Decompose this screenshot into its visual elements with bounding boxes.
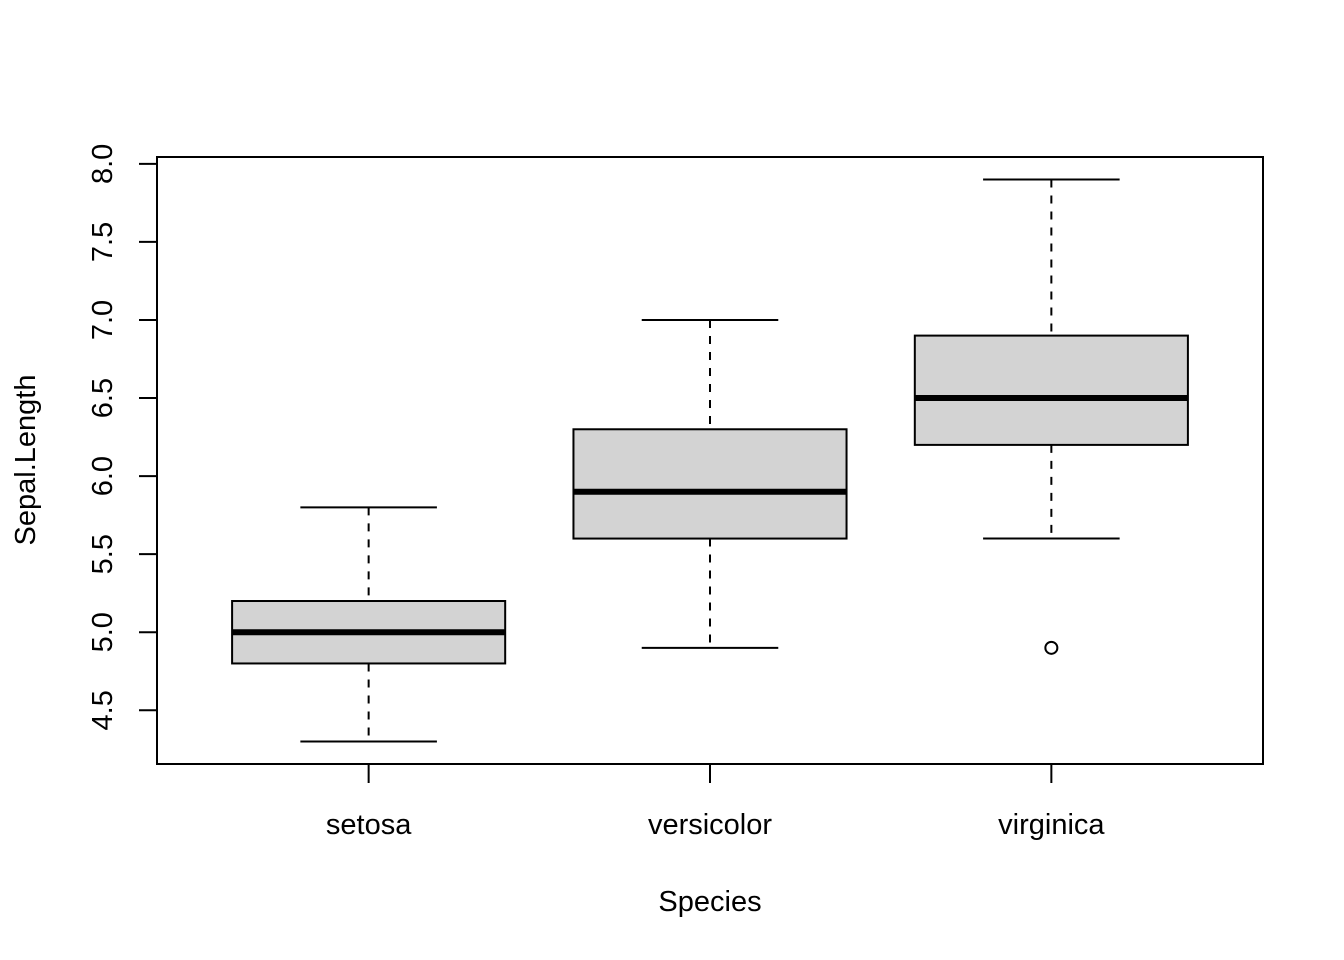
box-versicolor xyxy=(572,318,848,649)
outlier-point xyxy=(1044,640,1059,655)
x-tick-label: setosa xyxy=(326,809,412,841)
box-setosa xyxy=(231,506,507,743)
y-tick-label: 7.0 xyxy=(87,300,119,340)
boxes xyxy=(231,178,1189,743)
y-tick-label: 4.5 xyxy=(87,690,119,730)
x-axis: setosa versicolor virginica xyxy=(326,764,1105,841)
box-virginica xyxy=(913,178,1189,655)
y-tick-label: 8.0 xyxy=(87,144,119,184)
y-tick-label: 5.5 xyxy=(87,534,119,574)
x-tick-label: virginica xyxy=(998,809,1105,841)
y-axis: 4.5 5.0 5.5 6.0 6.5 7.0 7.5 8.0 xyxy=(87,144,158,730)
iqr-box xyxy=(913,334,1189,446)
iqr-box xyxy=(572,428,848,540)
y-axis-label: Sepal.Length xyxy=(10,375,42,546)
y-tick-label: 6.5 xyxy=(87,378,119,418)
y-tick-label: 6.0 xyxy=(87,456,119,496)
x-axis-label: Species xyxy=(658,886,761,918)
y-tick-label: 5.0 xyxy=(87,612,119,652)
y-tick-label: 7.5 xyxy=(87,222,119,262)
x-tick-label: versicolor xyxy=(648,809,772,841)
